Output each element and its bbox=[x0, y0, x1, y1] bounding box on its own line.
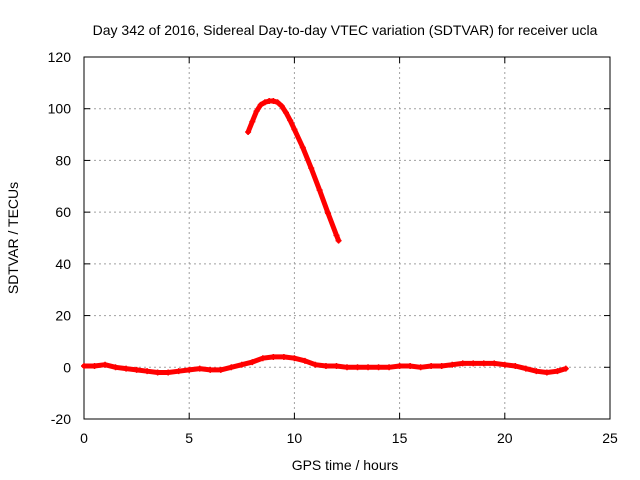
data-point bbox=[196, 365, 203, 372]
data-point bbox=[354, 364, 361, 371]
data-point bbox=[428, 362, 435, 369]
data-point bbox=[308, 165, 315, 172]
data-point bbox=[491, 360, 498, 367]
x-tick-label: 25 bbox=[602, 430, 618, 446]
data-point bbox=[396, 362, 403, 369]
data-point bbox=[144, 368, 151, 375]
data-point bbox=[449, 361, 456, 368]
y-axis-label: SDTVAR / TECUs bbox=[5, 182, 21, 294]
data-point bbox=[133, 366, 140, 373]
y-tick-label: 0 bbox=[63, 359, 71, 375]
data-point bbox=[335, 237, 342, 244]
chart-title: Day 342 of 2016, Sidereal Day-to-day VTE… bbox=[93, 22, 598, 38]
y-tick-label: 20 bbox=[55, 308, 71, 324]
data-point bbox=[278, 103, 285, 110]
data-point bbox=[325, 210, 332, 217]
data-point bbox=[333, 362, 340, 369]
data-point bbox=[259, 355, 266, 362]
data-point bbox=[270, 97, 277, 104]
data-point bbox=[154, 369, 161, 376]
data-point bbox=[112, 364, 119, 371]
x-axis-label: GPS time / hours bbox=[292, 457, 399, 473]
data-point bbox=[81, 362, 87, 369]
data-point bbox=[333, 232, 340, 239]
data-point bbox=[543, 369, 550, 376]
data-point bbox=[287, 117, 294, 124]
data-point bbox=[165, 369, 172, 376]
data-point bbox=[301, 357, 308, 364]
data-point bbox=[261, 99, 268, 106]
x-tick-label: 20 bbox=[497, 430, 513, 446]
data-point bbox=[417, 364, 424, 371]
data-point bbox=[344, 364, 350, 371]
y-tick-label: 80 bbox=[55, 152, 71, 168]
data-point bbox=[533, 368, 540, 375]
data-point bbox=[291, 126, 298, 133]
y-tick-label: -20 bbox=[51, 411, 71, 427]
y-tick-label: 100 bbox=[48, 101, 72, 117]
data-point bbox=[470, 360, 477, 367]
data-point bbox=[270, 353, 277, 360]
data-point bbox=[522, 365, 529, 372]
data-point bbox=[207, 366, 214, 373]
x-tick-label: 15 bbox=[392, 430, 408, 446]
data-point bbox=[438, 362, 445, 369]
data-point bbox=[386, 364, 393, 371]
x-tick-label: 0 bbox=[80, 430, 88, 446]
data-point bbox=[102, 361, 109, 368]
data-point bbox=[554, 368, 561, 375]
series-line-satellite-arc-2 bbox=[245, 98, 342, 244]
data-point bbox=[245, 128, 252, 135]
data-point bbox=[480, 360, 487, 367]
data-point bbox=[407, 362, 414, 369]
series-group bbox=[81, 97, 569, 376]
y-tick-label: 120 bbox=[48, 49, 72, 65]
data-point bbox=[291, 355, 298, 362]
data-point bbox=[459, 360, 466, 367]
data-point bbox=[365, 364, 372, 371]
data-point bbox=[249, 359, 256, 366]
data-point bbox=[501, 361, 508, 368]
x-axis: 0 5 10 15 20 25 bbox=[80, 57, 618, 446]
data-point bbox=[257, 101, 264, 108]
data-point bbox=[91, 362, 98, 369]
data-point bbox=[562, 365, 569, 372]
data-point bbox=[322, 362, 329, 369]
x-tick-label: 5 bbox=[185, 430, 193, 446]
data-point bbox=[249, 118, 256, 125]
data-point bbox=[282, 109, 289, 116]
y-axis: -20 0 20 40 60 80 100 120 bbox=[48, 49, 610, 427]
data-point bbox=[175, 368, 182, 375]
data-point bbox=[186, 366, 193, 373]
data-point bbox=[253, 108, 260, 115]
y-tick-label: 40 bbox=[55, 256, 71, 272]
data-point bbox=[228, 364, 235, 371]
y-tick-label: 60 bbox=[55, 204, 71, 220]
plot-frame bbox=[83, 56, 611, 420]
data-point bbox=[299, 144, 306, 151]
x-tick-label: 10 bbox=[287, 430, 303, 446]
data-point bbox=[312, 361, 319, 368]
data-point bbox=[274, 99, 281, 106]
data-point bbox=[375, 364, 382, 371]
data-point bbox=[238, 361, 245, 368]
data-point bbox=[316, 187, 323, 194]
data-point bbox=[123, 365, 130, 372]
data-point bbox=[512, 362, 519, 369]
data-point bbox=[217, 366, 224, 373]
data-point bbox=[280, 353, 287, 360]
